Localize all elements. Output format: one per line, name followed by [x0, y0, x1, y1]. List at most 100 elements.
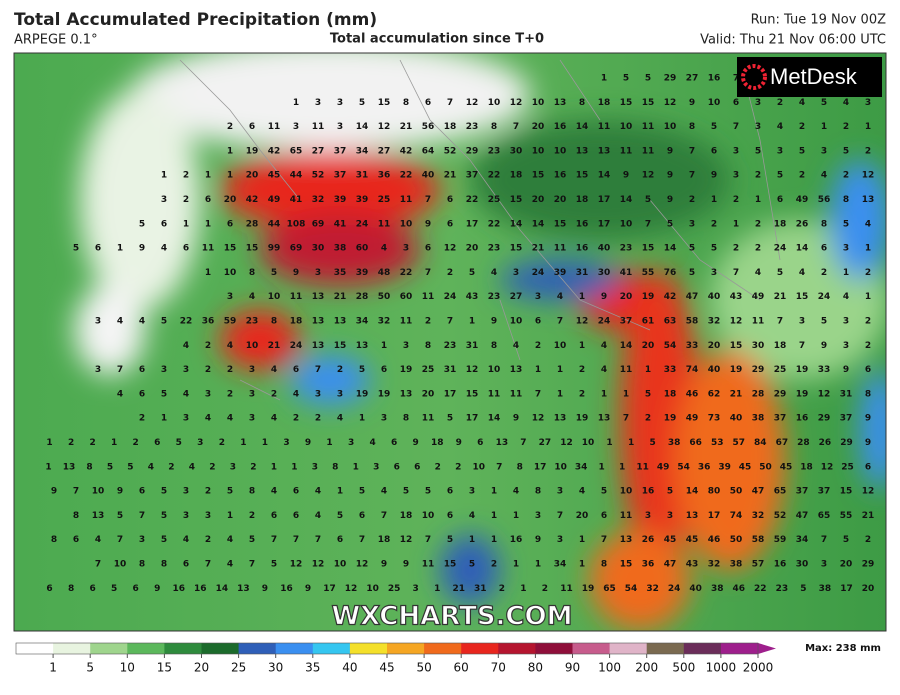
- map-value: 1: [205, 171, 211, 181]
- map-value: 6: [777, 195, 783, 205]
- map-value: 40: [422, 171, 435, 181]
- map-value: 15: [444, 560, 457, 570]
- map-value: 17: [708, 511, 721, 521]
- map-value: 5: [800, 584, 806, 594]
- map-value: 29: [862, 560, 875, 570]
- map-value: 8: [865, 389, 871, 399]
- map-value: 4: [799, 268, 805, 278]
- map-value: 7: [557, 317, 563, 327]
- map-value: 9: [491, 317, 497, 327]
- map-value: 37: [334, 146, 347, 156]
- map-value: 5: [689, 244, 695, 254]
- map-value: 37: [796, 487, 809, 497]
- legend-label: 70: [491, 661, 506, 675]
- map-value: 5: [271, 560, 277, 570]
- map-value: 23: [488, 146, 501, 156]
- map-value: 18: [576, 195, 589, 205]
- map-value: 8: [73, 511, 79, 521]
- map-value: 74: [730, 511, 743, 521]
- map-value: 18: [598, 98, 611, 108]
- map-value: 7: [447, 317, 453, 327]
- map-value: 18: [431, 438, 444, 448]
- map-value: 20: [422, 389, 435, 399]
- map-value: 7: [601, 535, 607, 545]
- map-value: 32: [708, 317, 721, 327]
- map-value: 42: [664, 292, 677, 302]
- map-value: 3: [227, 292, 233, 302]
- map-value: 7: [535, 389, 541, 399]
- map-value: 7: [557, 511, 563, 521]
- map-value: 3: [689, 219, 695, 229]
- map-value: 1: [46, 438, 52, 448]
- map-value: 19: [356, 389, 369, 399]
- map-value: 15: [334, 341, 347, 351]
- map-value: 2: [205, 365, 211, 375]
- map-value: 3: [95, 317, 101, 327]
- logo-icon: [741, 64, 767, 90]
- map-value: 9: [601, 292, 607, 302]
- map-value: 5: [161, 511, 167, 521]
- map-value: 1: [293, 98, 299, 108]
- map-value: 74: [686, 365, 699, 375]
- map-value: 16: [173, 584, 186, 594]
- max-label: Max: 238 mm: [805, 643, 881, 654]
- map-value: 3: [315, 268, 321, 278]
- map-value: 6: [425, 244, 431, 254]
- map-value: 3: [337, 389, 343, 399]
- map-value: 1: [291, 462, 297, 472]
- map-value: 7: [799, 341, 805, 351]
- map-value: 3: [205, 511, 211, 521]
- map-value: 6: [821, 244, 827, 254]
- map-value: 108: [287, 219, 306, 229]
- map-value: 73: [708, 414, 721, 424]
- map-value: 11: [422, 414, 435, 424]
- map-value: 7: [733, 268, 739, 278]
- map-value: 9: [403, 560, 409, 570]
- map-value: 5: [469, 268, 475, 278]
- map-value: 5: [843, 146, 849, 156]
- legend-label: 100: [598, 661, 621, 675]
- map-value: 31: [474, 584, 487, 594]
- map-value: 14: [216, 584, 229, 594]
- map-value: 2: [68, 438, 74, 448]
- map-value: 4: [183, 535, 189, 545]
- map-value: 2: [183, 171, 189, 181]
- map-value: 24: [818, 292, 831, 302]
- map-value: 1: [601, 389, 607, 399]
- map-value: 2: [733, 195, 739, 205]
- map-value: 21: [268, 341, 281, 351]
- map-value: 2: [315, 414, 321, 424]
- map-value: 1: [755, 195, 761, 205]
- map-value: 5: [161, 317, 167, 327]
- legend-label: 200: [635, 661, 658, 675]
- map-value: 54: [677, 462, 690, 472]
- map-value: 52: [774, 511, 787, 521]
- map-value: 41: [290, 195, 303, 205]
- map-value: 32: [312, 195, 325, 205]
- map-value: 9: [821, 341, 827, 351]
- map-value: 9: [535, 535, 541, 545]
- map-value: 4: [381, 244, 387, 254]
- map-value: 4: [491, 268, 497, 278]
- map-value: 17: [534, 462, 547, 472]
- map-value: 1: [271, 462, 277, 472]
- map-value: 15: [642, 98, 655, 108]
- map-value: 7: [315, 365, 321, 375]
- map-value: 30: [312, 244, 325, 254]
- map-value: 3: [205, 389, 211, 399]
- map-value: 4: [227, 414, 233, 424]
- map-value: 2: [865, 535, 871, 545]
- color-segment: [461, 643, 499, 654]
- map-value: 29: [774, 389, 787, 399]
- map-value: 1: [45, 462, 51, 472]
- map-value: 28: [752, 389, 765, 399]
- map-value: 38: [730, 560, 743, 570]
- map-value: 1: [821, 122, 827, 132]
- map-value: 11: [378, 219, 391, 229]
- map-value: 9: [139, 244, 145, 254]
- map-value: 16: [554, 171, 567, 181]
- color-segment: [16, 643, 54, 654]
- map-value: 50: [378, 292, 391, 302]
- map-value: 16: [280, 584, 293, 594]
